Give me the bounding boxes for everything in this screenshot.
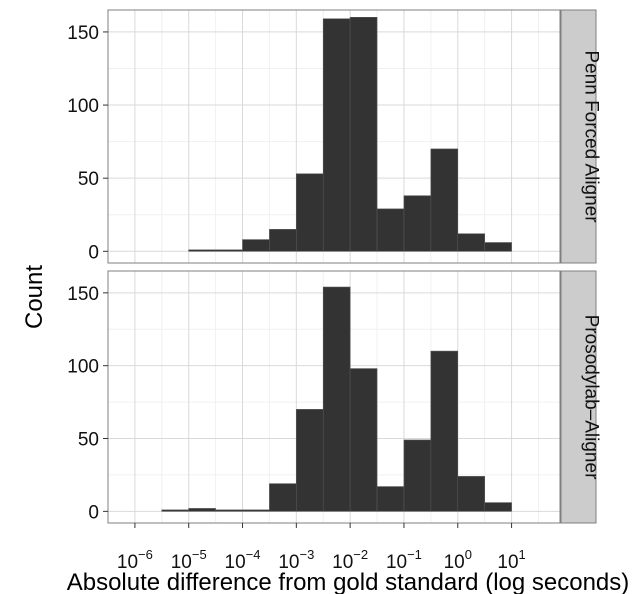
y-tick-label: 100: [67, 96, 99, 117]
x-tick-label: 10−2: [332, 547, 368, 573]
histogram-bar: [457, 476, 485, 512]
histogram-bar: [403, 439, 432, 512]
histogram-bar: [349, 368, 378, 512]
panel-2: 0 50 100 150 Prosodylab–Aligner: [67, 270, 602, 524]
y-tick-label: 50: [78, 430, 99, 451]
histogram-bar: [242, 509, 270, 512]
histogram-bar: [188, 249, 216, 252]
histogram-bar: [322, 18, 351, 252]
y-tick-label: 100: [67, 357, 99, 378]
y-tick-label: 0: [88, 242, 99, 263]
histogram-bar: [376, 208, 405, 252]
x-tick-label: 10−4: [225, 547, 261, 573]
histogram-bar: [403, 195, 432, 252]
y-tick-label: 0: [88, 502, 99, 523]
histogram-bar: [296, 409, 324, 512]
y-tick-label: 50: [78, 169, 99, 190]
histogram-bar: [188, 508, 216, 512]
facet-strip: [560, 270, 597, 524]
y-tick-label: 150: [67, 284, 99, 305]
histogram-bar: [161, 509, 190, 512]
facet-strip: [560, 9, 597, 264]
histogram-bar: [430, 350, 459, 512]
histogram-bar: [457, 233, 485, 252]
panel-border: [107, 270, 561, 524]
panel-1: 0 50 100 150 Penn Forced Aligner: [67, 9, 602, 264]
histogram-bar: [484, 502, 512, 512]
x-tick-label: 100: [444, 547, 472, 573]
x-tick-label: 10−1: [386, 547, 422, 573]
x-axis-title: Absolute difference from gold standard (…: [67, 569, 630, 594]
histogram-bar: [376, 486, 405, 512]
panel-border: [107, 9, 561, 264]
x-tick-label: 101: [497, 547, 525, 573]
histogram-bar: [269, 229, 297, 252]
histogram-bar: [242, 239, 270, 252]
histogram-bar: [296, 173, 324, 252]
y-tick-label: 150: [67, 23, 99, 44]
x-tick-label: 10−3: [278, 547, 314, 573]
histogram-bar: [430, 148, 459, 252]
histogram-bar: [215, 509, 243, 512]
facet-strip-label: Penn Forced Aligner: [581, 50, 602, 223]
histogram-bar: [322, 286, 351, 512]
facet-strip-label: Prosodylab–Aligner: [581, 315, 602, 480]
histogram-bar: [349, 17, 378, 252]
histogram-bar: [484, 242, 512, 252]
histogram-bar: [269, 483, 297, 512]
histogram-bar: [215, 249, 243, 252]
y-axis-title: Count: [21, 265, 48, 329]
